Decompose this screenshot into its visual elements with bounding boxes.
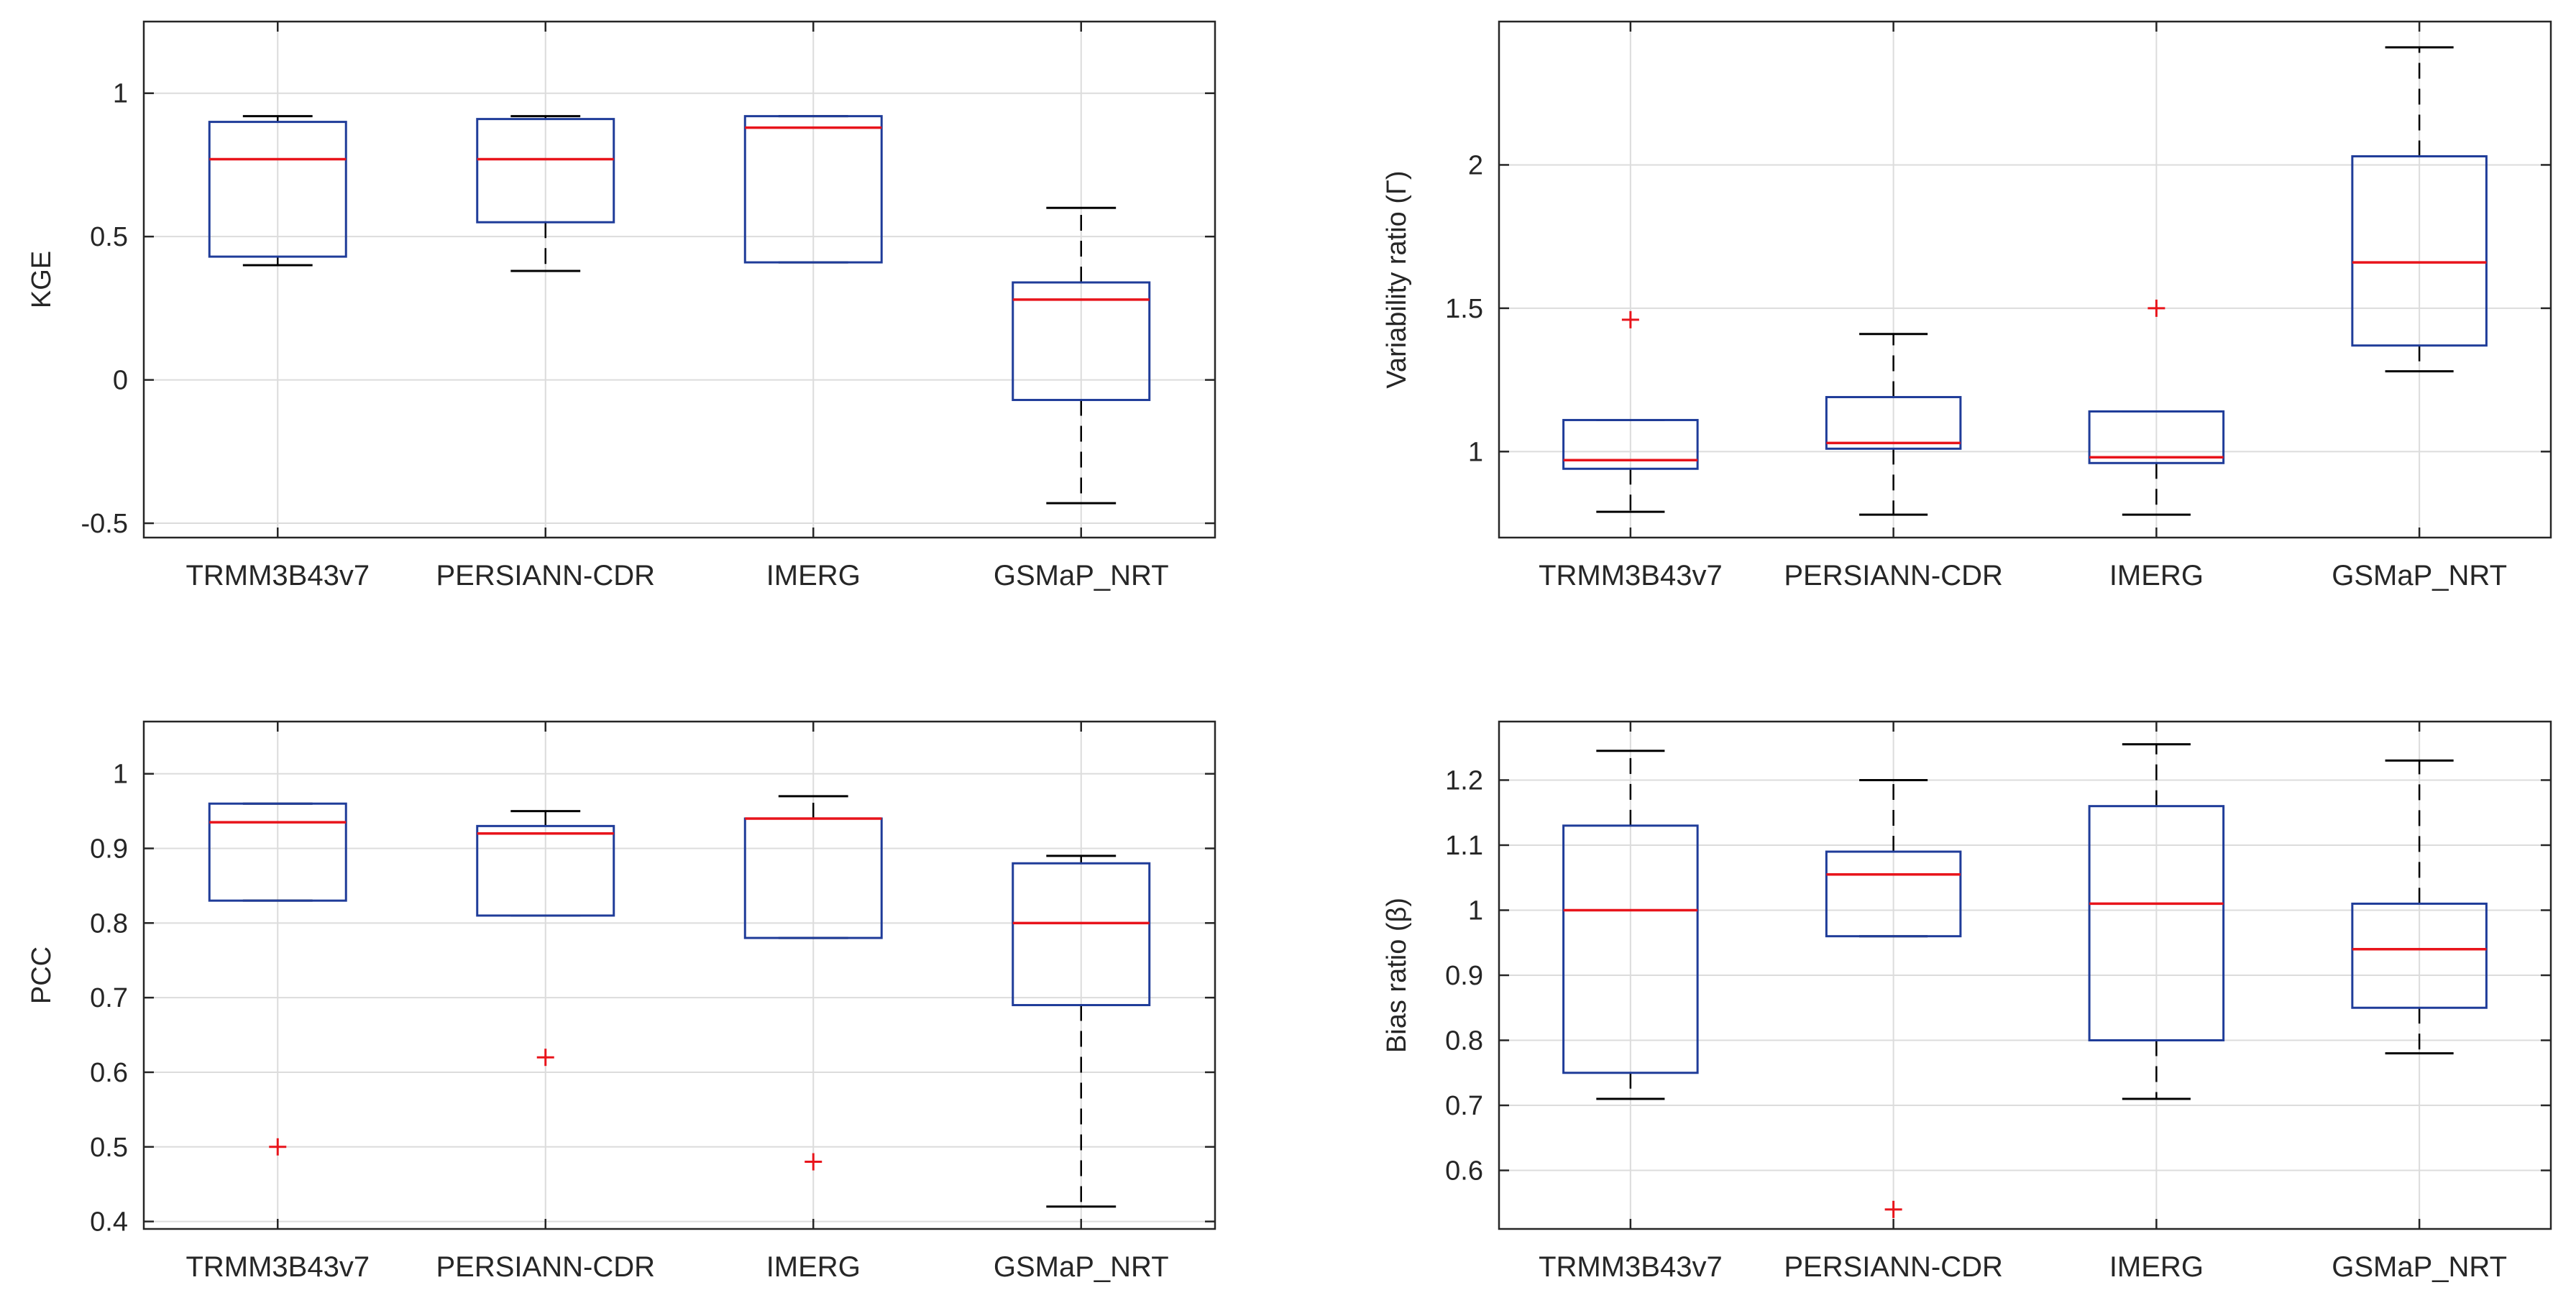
x-tick-label: GSMaP_NRT <box>994 560 1169 591</box>
x-tick-label: PERSIANN-CDR <box>1784 1251 2002 1283</box>
chart-variability: 1 1.5 2 TRMM3B43v7 PERSIANN-CDR IMERG GSMaP_NR… <box>1382 20 2552 591</box>
x-tick-label: TRMM3B43v7 <box>185 560 370 591</box>
plot-frame <box>1498 20 2552 539</box>
x-tick-label: GSMaP_NRT <box>2332 560 2507 591</box>
chart-bias: 0.6 0.7 0.8 0.9 1 1.1 1.2 TRMM3B43v7 PERSIANN-CD… <box>1382 720 2552 1283</box>
box-persiann-cdr <box>476 810 615 1067</box>
box-gsmap-nrt <box>1012 206 1151 505</box>
y-tick-label: 0 <box>113 366 128 396</box>
outlier-marker <box>269 1138 287 1156</box>
y-tick-label: 1 <box>113 79 128 109</box>
iqr-box <box>2088 410 2225 464</box>
y-tick-label: 1.2 <box>1445 765 1483 796</box>
iqr-box <box>1825 396 1962 450</box>
iqr-box <box>2351 902 2488 1009</box>
y-tick-label: 0.5 <box>90 222 128 252</box>
box-gsmap-nrt <box>2351 46 2488 373</box>
x-tick-label: IMERG <box>766 560 861 591</box>
iqr-box <box>476 118 615 224</box>
chart-kge: -0.5 0 0.5 1 TRMM3B43v7 PERSIANN-CDR IMERG GSMa… <box>27 20 1216 591</box>
x-tick-label: IMERG <box>2109 560 2204 591</box>
y-tick-label: 0.8 <box>1445 1026 1483 1056</box>
x-tick-label: IMERG <box>2109 1251 2204 1283</box>
y-tick-label: 0.6 <box>90 1058 128 1088</box>
plot-area <box>144 22 1215 538</box>
y-axis-label: Bias ratio (β) <box>1382 898 1412 1053</box>
iqr-box <box>743 115 883 264</box>
iqr-box <box>2351 155 2488 347</box>
plot-frame <box>142 20 1216 539</box>
y-tick-label: 0.4 <box>90 1207 128 1238</box>
y-tick-label: 0.7 <box>90 983 128 1013</box>
outlier-marker <box>2148 299 2165 317</box>
plot-frame <box>142 720 1216 1230</box>
x-tick-label: TRMM3B43v7 <box>1539 1251 1723 1283</box>
x-tick-label: GSMaP_NRT <box>994 1251 1169 1283</box>
y-tick-label: -0.5 <box>81 509 128 539</box>
x-tick-label: PERSIANN-CDR <box>436 1251 655 1283</box>
x-tick-label: IMERG <box>766 1251 861 1283</box>
y-tick-label: 0.9 <box>1445 961 1483 991</box>
box-gsmap-nrt <box>1012 855 1151 1208</box>
box-trmm3b43v7 <box>1562 310 1699 513</box>
y-tick-label: 1.1 <box>1445 831 1483 861</box>
iqr-box <box>1012 862 1151 1007</box>
box-persiann-cdr <box>1825 333 1962 516</box>
y-tick-label: 1 <box>1468 437 1483 467</box>
box-trmm3b43v7 <box>208 115 347 267</box>
iqr-box <box>1562 418 1699 470</box>
box-persiann-cdr <box>476 115 615 272</box>
outlier-marker <box>1884 1200 1902 1218</box>
y-tick-label: 0.9 <box>90 834 128 865</box>
outlier-marker <box>536 1049 554 1067</box>
box-imerg <box>743 115 883 264</box>
chart-pcc: 0.4 0.5 0.6 0.7 0.8 0.9 1 TRMM3B43v7 PERSIANN-CD… <box>27 720 1216 1283</box>
y-tick-label: 0.7 <box>1445 1091 1483 1121</box>
y-tick-label: 0.6 <box>1445 1156 1483 1187</box>
iqr-box <box>476 824 615 917</box>
box-imerg <box>2088 743 2225 1100</box>
iqr-box <box>1825 850 1962 938</box>
box-trmm3b43v7 <box>1562 750 1699 1100</box>
y-tick-label: 1.5 <box>1445 294 1483 324</box>
box-imerg <box>743 795 883 1171</box>
x-tick-label: TRMM3B43v7 <box>185 1251 370 1283</box>
x-tick-label: GSMaP_NRT <box>2332 1251 2507 1283</box>
y-axis-label: Variability ratio (Γ) <box>1382 170 1412 388</box>
box-trmm3b43v7 <box>208 802 347 1156</box>
x-tick-label: TRMM3B43v7 <box>1539 560 1723 591</box>
y-tick-label: 1 <box>113 760 128 790</box>
outlier-marker <box>1621 310 1639 328</box>
box-imerg <box>2088 299 2225 516</box>
plot-area <box>144 722 1215 1229</box>
box-gsmap-nrt <box>2351 759 2488 1055</box>
y-axis-label: KGE <box>27 251 57 308</box>
iqr-box <box>208 802 347 902</box>
y-tick-label: 1 <box>1468 895 1483 926</box>
box-persiann-cdr <box>1825 778 1962 1218</box>
outlier-marker <box>805 1153 822 1171</box>
x-tick-label: PERSIANN-CDR <box>1784 560 2002 591</box>
y-tick-label: 0.5 <box>90 1133 128 1163</box>
plot-frame <box>1498 720 2552 1230</box>
y-tick-label: 2 <box>1468 150 1483 180</box>
x-tick-label: PERSIANN-CDR <box>436 560 655 591</box>
iqr-box <box>1012 281 1151 402</box>
iqr-box <box>208 121 347 258</box>
iqr-box <box>2088 805 2225 1042</box>
iqr-box <box>1562 824 1699 1074</box>
y-axis-label: PCC <box>27 947 57 1004</box>
y-tick-label: 0.8 <box>90 908 128 939</box>
